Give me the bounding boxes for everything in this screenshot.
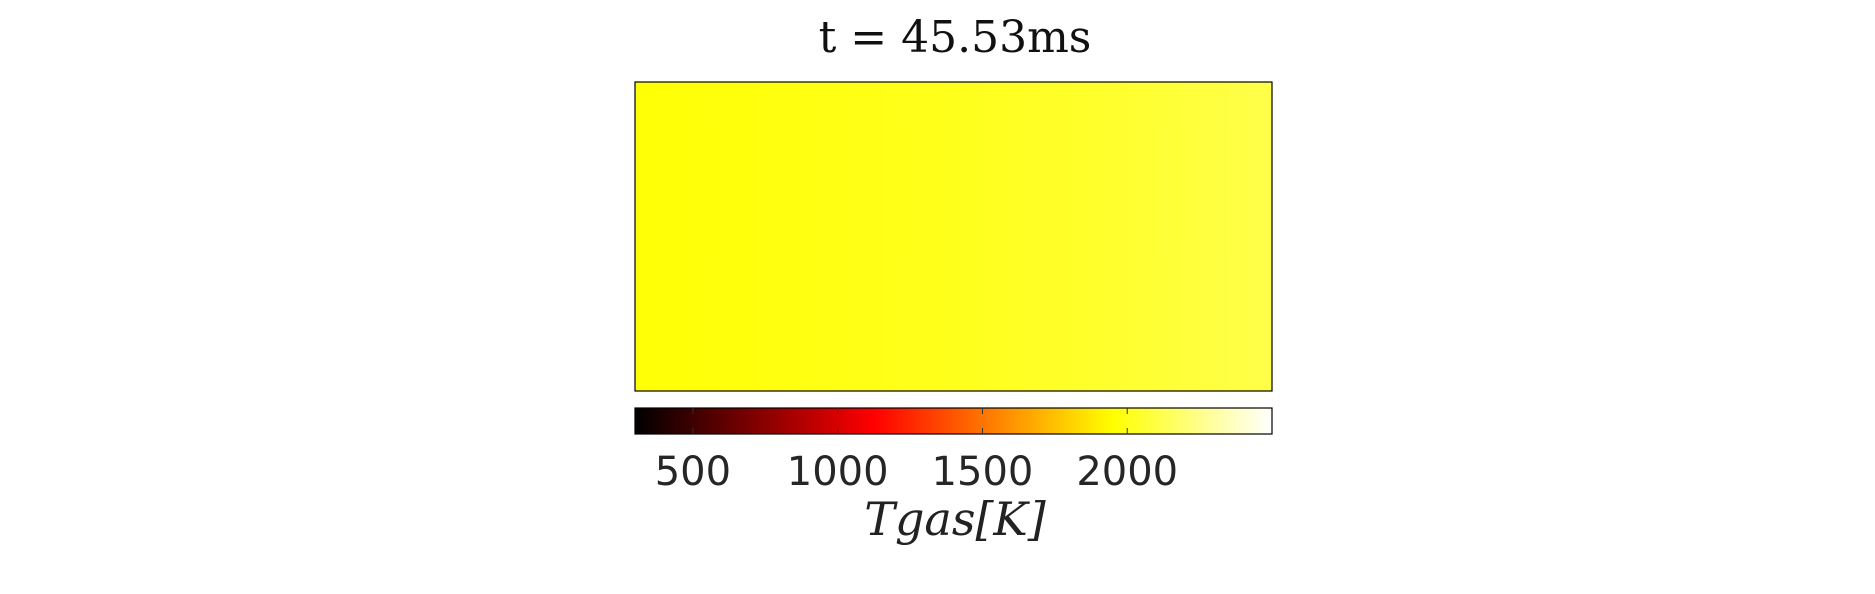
chart-title: t = 45.53ms — [818, 12, 1092, 63]
colorbar-label-text: Tgas[K] — [864, 492, 1046, 546]
colorbar-tick-label: 2000 — [1076, 449, 1178, 495]
colorbar-label: Tgas[K] — [635, 492, 1275, 546]
temperature-field — [634, 81, 1273, 392]
colorbar-tick-label: 1500 — [932, 449, 1034, 495]
colorbar-ticks: 500 1000 1500 2000 — [655, 408, 1178, 495]
colorbar-tick-label: 500 — [655, 449, 731, 495]
colorbar-tick-label: 1000 — [787, 449, 889, 495]
colorbar — [634, 407, 1273, 435]
